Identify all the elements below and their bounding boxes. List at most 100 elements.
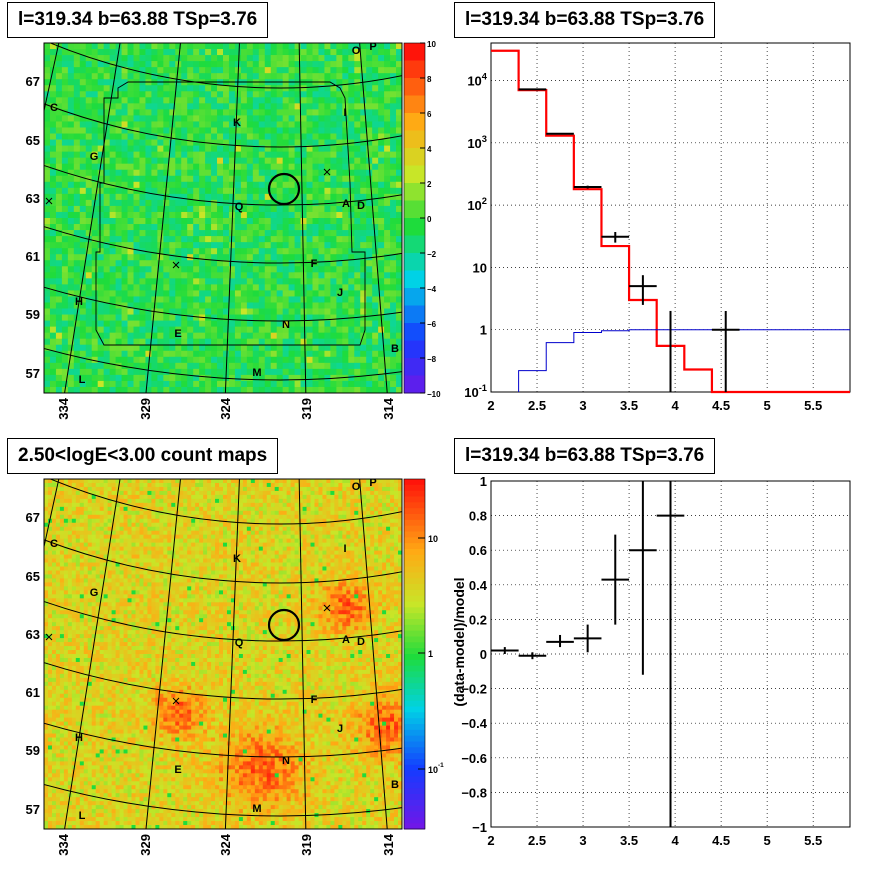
colorbar-tick-label: −2: [427, 250, 437, 259]
y-tick-label: 65: [26, 133, 40, 148]
background-model-line: [518, 329, 850, 392]
y-tick-label: 57: [26, 802, 40, 817]
colorbar-tick-label: 10-1: [428, 762, 444, 775]
resid-coordinate-grid: [44, 43, 402, 393]
colorbar-tick-label: −6: [427, 320, 437, 329]
x-tick-label: 4: [671, 398, 679, 413]
x-tick-label: 3: [579, 833, 586, 848]
y-tick-label: 63: [26, 627, 40, 642]
meridian-329: [145, 43, 181, 393]
spectrum-panel: 2 2.5 3 3.5 4 4.5 5 5.5 10-1 1 10 102 103 104 l=319.3…: [448, 0, 896, 436]
source-label-Q: Q: [235, 201, 244, 213]
y-tick-label: 0.6: [469, 543, 487, 558]
data-point: [601, 232, 630, 243]
y-tick-label: 1: [480, 323, 487, 338]
source-label-N: N: [282, 755, 290, 767]
parallel-57: [44, 783, 402, 817]
parallel-59: [44, 722, 402, 758]
source-label-K: K: [233, 117, 241, 129]
meridian-334: [64, 43, 121, 393]
residual-map-title: l=319.34 b=63.88 TSp=3.76: [7, 2, 269, 38]
residual-point: [491, 647, 519, 654]
parallel-65: [44, 103, 402, 148]
residual-point: [656, 481, 685, 827]
x-tick-label: 319: [299, 834, 314, 856]
y-tick-label: 57: [26, 366, 40, 381]
meridian-324: [224, 479, 240, 829]
source-label-L: L: [79, 810, 86, 822]
colorbar-tick-label: −4: [427, 285, 437, 294]
parallel-63: [44, 164, 402, 206]
x-tick-label: 5: [764, 398, 771, 413]
source-label-C: C: [50, 102, 58, 114]
x-tick-label: 334: [56, 833, 71, 855]
y-tick-label: 0.2: [469, 612, 487, 627]
source-label-E: E: [174, 764, 181, 776]
x-tick-label: 5: [764, 833, 771, 848]
colorbar-tick-label: −10: [427, 390, 441, 399]
source-label-I: I: [343, 543, 346, 555]
y-tick-label: 59: [26, 743, 40, 758]
y-tick-label: 67: [26, 510, 40, 525]
target-circle: [267, 172, 301, 206]
source-label-M: M: [252, 803, 261, 815]
count-colorbar-frame: [403, 478, 426, 830]
source-label-D: D: [357, 636, 365, 648]
y-tick-label: −0.6: [461, 751, 487, 766]
target-circle: [267, 608, 301, 642]
y-tick-label: 102: [467, 196, 487, 213]
residual-point: [518, 652, 547, 660]
data-point: [518, 88, 547, 91]
source-label-J: J: [337, 287, 343, 299]
source-label-A: A: [342, 198, 350, 210]
count-map: O P C K I G Q A D F J H N E B M L 67 65 63 61 59 57 334 329 324 31…: [26, 477, 445, 856]
y-tick-label: 65: [26, 569, 40, 584]
meridian-329: [145, 479, 181, 829]
parallel-67: [49, 479, 402, 525]
meridian-314: [359, 479, 388, 829]
meridian-314: [359, 43, 388, 393]
y-tick-label: −0.4: [461, 716, 487, 731]
data-point: [546, 132, 574, 135]
source-label-E: E: [174, 328, 181, 340]
residuals-chart: 2 2.5 3 3.5 4 4.5 5 5.5 1 0.8 0.6 0.4 0.2 0 −0.2 −0.4 −0…: [451, 474, 851, 848]
source-label-H: H: [75, 296, 83, 308]
x-tick-label: 4: [671, 833, 679, 848]
x-tick-label: 3.5: [620, 833, 638, 848]
colorbar-tick-label: 1: [428, 649, 433, 659]
y-tick-label: 59: [26, 307, 40, 322]
residual-point: [546, 634, 574, 648]
y-tick-label: 0: [480, 647, 487, 662]
y-tick-label: −0.8: [461, 785, 487, 800]
meridian-319: [298, 43, 307, 393]
colorbar-tick-label: 10: [427, 40, 436, 49]
source-label-B: B: [391, 779, 399, 791]
x-tick-label: 324: [218, 397, 233, 419]
source-label-H: H: [75, 732, 83, 744]
parallel-61: [44, 662, 402, 700]
spectrum-chart: 2 2.5 3 3.5 4 4.5 5 5.5 10-1 1 10 102 103 104: [464, 42, 851, 413]
y-tick-label: 10: [473, 260, 487, 275]
parallel-61: [44, 226, 402, 264]
x-tick-label: 4.5: [712, 833, 730, 848]
source-label-I: I: [343, 107, 346, 119]
parallel-65: [44, 539, 402, 584]
data-point: [711, 310, 740, 392]
colorbar-tick-label: 4: [427, 145, 432, 154]
source-label-O: O: [352, 481, 361, 493]
parallel-67: [49, 43, 402, 89]
residual-point: [601, 534, 630, 625]
x-marker: [323, 604, 331, 612]
spectrum-title: l=319.34 b=63.88 TSp=3.76: [454, 2, 716, 38]
x-marker: [172, 697, 180, 705]
x-tick-label: 3: [579, 398, 586, 413]
x-marker: [172, 261, 180, 269]
x-tick-label: 324: [218, 833, 233, 855]
colorbar-tick-label: 6: [427, 110, 432, 119]
source-label-G: G: [90, 151, 99, 163]
x-marker: [323, 168, 331, 176]
residuals-title: l=319.34 b=63.88 TSp=3.76: [454, 438, 716, 474]
y-tick-label: 67: [26, 74, 40, 89]
y-tick-label: 104: [467, 72, 487, 89]
source-label-D: D: [357, 200, 365, 212]
